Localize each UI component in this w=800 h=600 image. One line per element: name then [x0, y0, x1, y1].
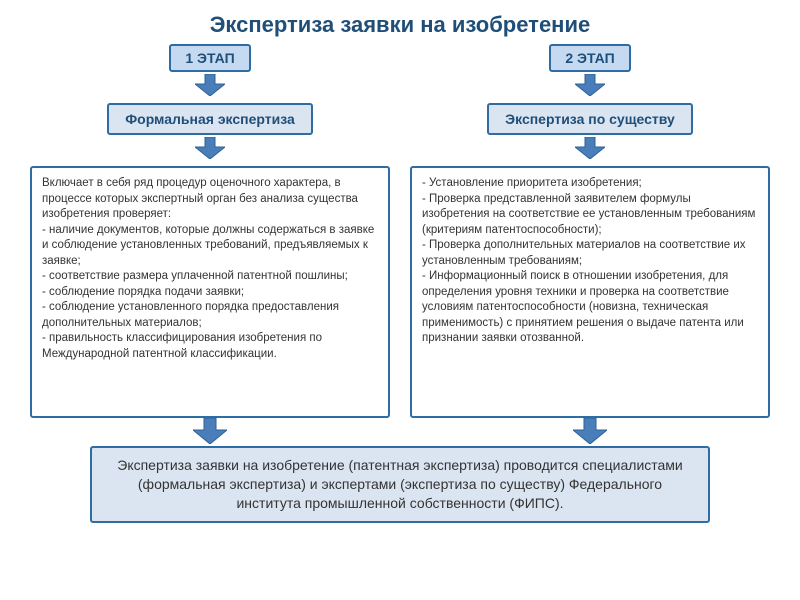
columns-container: 1 ЭТАП Формальная экспертиза Включает в …: [0, 44, 800, 418]
arrow-down-icon: [575, 137, 605, 164]
stage-1-subtitle: Формальная экспертиза: [107, 103, 313, 135]
arrow-down-icon: [193, 418, 227, 444]
bottom-arrows-row: [0, 418, 800, 444]
column-stage-1: 1 ЭТАП Формальная экспертиза Включает в …: [30, 44, 390, 418]
arrow-shape: [195, 74, 225, 96]
bottom-summary: Экспертиза заявки на изобретение (патент…: [90, 446, 710, 523]
stage-1-description: Включает в себя ряд процедур оценочного …: [30, 166, 390, 418]
stage-1-label: 1 ЭТАП: [169, 44, 250, 72]
stage-2-label: 2 ЭТАП: [549, 44, 630, 72]
arrow-wrap-1: [30, 418, 390, 444]
arrow-wrap-2: [410, 418, 770, 444]
arrow-shape: [193, 418, 227, 444]
arrow-shape: [575, 74, 605, 96]
page-title: Экспертиза заявки на изобретение: [0, 0, 800, 44]
stage-2-description: - Установление приоритета изобретения;- …: [410, 166, 770, 418]
stage-2-subtitle: Экспертиза по существу: [487, 103, 693, 135]
arrow-down-icon: [575, 74, 605, 101]
arrow-down-icon: [195, 74, 225, 101]
arrow-shape: [195, 137, 225, 159]
arrow-down-icon: [573, 418, 607, 444]
column-stage-2: 2 ЭТАП Экспертиза по существу - Установл…: [410, 44, 770, 418]
arrow-down-icon: [195, 137, 225, 164]
arrow-shape: [573, 418, 607, 444]
arrow-shape: [575, 137, 605, 159]
